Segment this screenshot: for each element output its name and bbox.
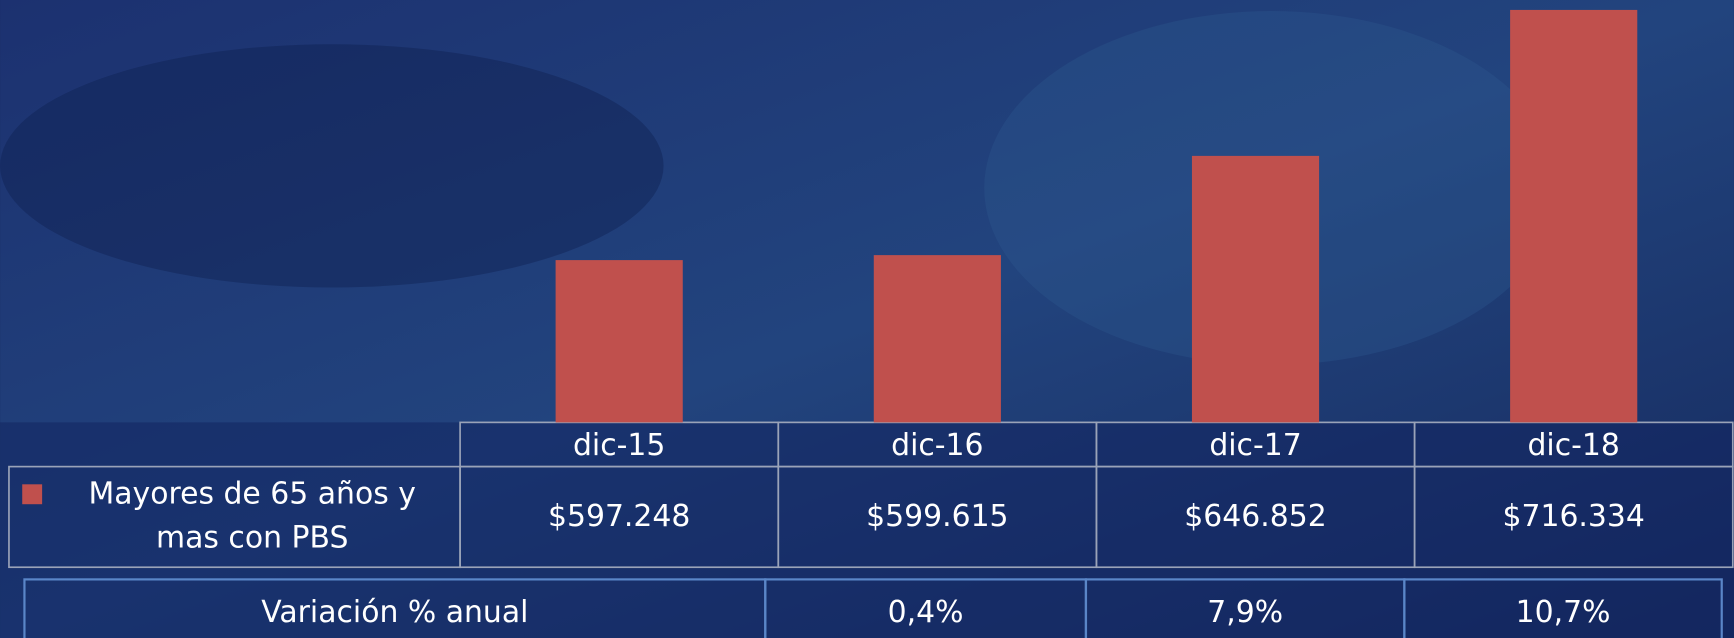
category-label: dic-18 bbox=[1527, 428, 1619, 463]
bar bbox=[1510, 10, 1637, 422]
bar bbox=[874, 255, 1001, 422]
variation-value: 10,7% bbox=[1516, 595, 1611, 630]
category-label: dic-16 bbox=[891, 428, 983, 463]
background-shadow bbox=[0, 44, 663, 287]
bar bbox=[1192, 156, 1319, 422]
page: {"chart_data": {"type": "bar", "categori… bbox=[0, 0, 1734, 638]
value-label: $716.334 bbox=[1502, 499, 1644, 534]
variation-value: 7,9% bbox=[1207, 595, 1283, 630]
value-label: $597.248 bbox=[548, 499, 690, 534]
legend-swatch bbox=[22, 484, 42, 504]
variation-label: Variación % anual bbox=[261, 595, 528, 630]
chart: dic-15dic-16dic-17dic-18Mayores de 65 añ… bbox=[0, 0, 1734, 638]
category-label: dic-15 bbox=[573, 428, 665, 463]
bar bbox=[556, 260, 683, 422]
category-label: dic-17 bbox=[1209, 428, 1301, 463]
value-label: $599.615 bbox=[866, 499, 1008, 534]
variation-value: 0,4% bbox=[888, 595, 964, 630]
value-label: $646.852 bbox=[1184, 499, 1326, 534]
